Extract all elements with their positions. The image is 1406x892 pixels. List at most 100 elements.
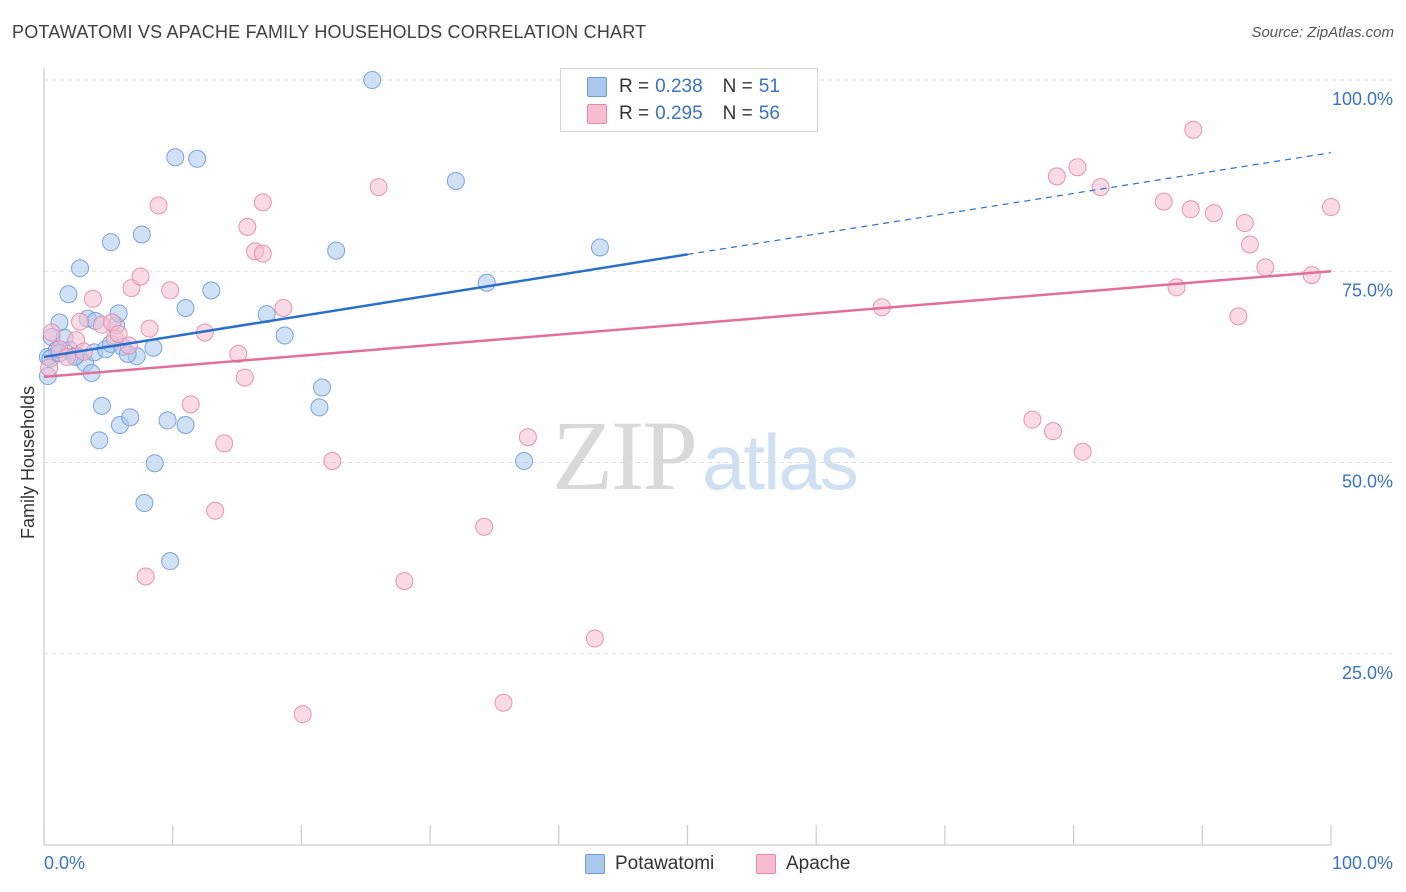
point-potawatomi [310,398,329,417]
legend-r-label: R = [619,76,650,97]
point-apache [1047,167,1066,186]
point-apache [293,705,312,724]
point-apache [1073,442,1092,461]
point-apache [229,344,248,363]
point-apache [136,567,155,586]
source-credit: Source: ZipAtlas.com [1251,24,1394,41]
y-tick-label: 25.0% [1342,663,1393,683]
trendline-potawatomi-extension [687,152,1332,256]
point-potawatomi [90,431,109,450]
point-potawatomi [71,259,90,278]
point-potawatomi [92,396,111,415]
legend-n-label: N = [722,76,753,97]
point-apache [1235,214,1254,233]
point-apache [238,217,257,236]
point-potawatomi [145,454,164,473]
point-apache [181,395,200,414]
point-apache [494,693,513,712]
legend-swatch-apache [587,104,607,124]
y-tick-label: 50.0% [1342,472,1393,492]
trendline-apache [43,270,1332,379]
point-apache [83,289,102,308]
point-apache [206,501,225,520]
point-apache [42,323,61,342]
point-apache [475,517,494,536]
correlation-legend: R = 0.238 N = 51 R = 0.295 N = 56 [560,68,818,132]
point-apache [149,196,168,215]
y-axis-title: Family Households [18,386,38,539]
legend-swatch-potawatomi [587,77,607,97]
point-apache [585,629,604,648]
point-potawatomi [135,494,154,513]
point-apache [253,193,272,212]
point-apache [109,324,128,343]
x-tick-label: 100.0% [1332,853,1393,873]
point-apache [1167,278,1186,297]
point-potawatomi [59,285,78,304]
point-apache [58,347,77,366]
legend-r-value-apache: 0.295 [655,103,703,124]
point-potawatomi [327,241,346,260]
legend-r-value-potawatomi: 0.238 [655,76,703,97]
legend-n-value-potawatomi: 51 [758,76,780,97]
point-apache [1322,197,1340,216]
point-apache [1068,158,1087,177]
point-potawatomi [132,225,151,244]
point-apache [1091,178,1110,197]
bottom-legend-label-potawatomi: Potawatomi [615,853,715,874]
point-apache [1229,307,1248,326]
point-potawatomi [477,273,496,292]
x-tick-label: 0.0% [44,853,85,873]
point-potawatomi [275,326,294,345]
bottom-legend-potawatomi: Potawatomi [585,852,714,876]
point-apache [395,572,414,591]
y-tick-label: 75.0% [1342,280,1393,300]
point-potawatomi [312,378,331,397]
legend-n-label: N = [722,103,753,124]
point-potawatomi [158,411,177,430]
point-apache [1240,235,1259,254]
bottom-legend-label-apache: Apache [786,853,851,874]
point-apache [1204,204,1223,223]
point-apache [71,312,90,331]
point-potawatomi [121,408,140,427]
point-apache [140,319,159,338]
point-potawatomi [590,238,609,257]
point-potawatomi [161,552,180,571]
point-apache [1256,258,1275,277]
trendline-potawatomi [43,253,688,359]
point-apache [161,281,180,300]
chart-title: POTAWATOMI VS APACHE FAMILY HOUSEHOLDS C… [12,22,647,42]
point-apache [1181,200,1200,219]
point-potawatomi [515,451,534,470]
point-apache [1302,266,1321,285]
point-apache [1154,192,1173,211]
bottom-legend-apache: Apache [756,852,850,876]
legend-r-label: R = [619,103,650,124]
point-apache [131,267,150,286]
point-potawatomi [363,71,382,89]
y-tick-label: 100.0% [1332,89,1393,109]
point-potawatomi [144,338,163,357]
point-potawatomi [202,281,221,300]
point-apache [369,178,388,197]
bottom-legend-swatch-apache [756,854,776,874]
point-apache [1184,120,1203,139]
point-apache [518,428,537,447]
point-potawatomi [446,171,465,190]
point-potawatomi [176,416,195,435]
point-potawatomi [188,149,207,168]
point-potawatomi [166,148,185,167]
point-potawatomi [176,298,195,317]
point-apache [253,244,272,263]
point-apache [40,358,59,377]
legend-row-potawatomi: R = 0.238 N = 51 [587,75,780,99]
point-apache [1044,422,1063,441]
point-apache [1023,410,1042,429]
point-apache [323,451,342,470]
point-potawatomi [101,233,120,252]
point-apache [215,434,234,453]
legend-row-apache: R = 0.295 N = 56 [587,102,780,126]
point-apache [274,298,293,317]
